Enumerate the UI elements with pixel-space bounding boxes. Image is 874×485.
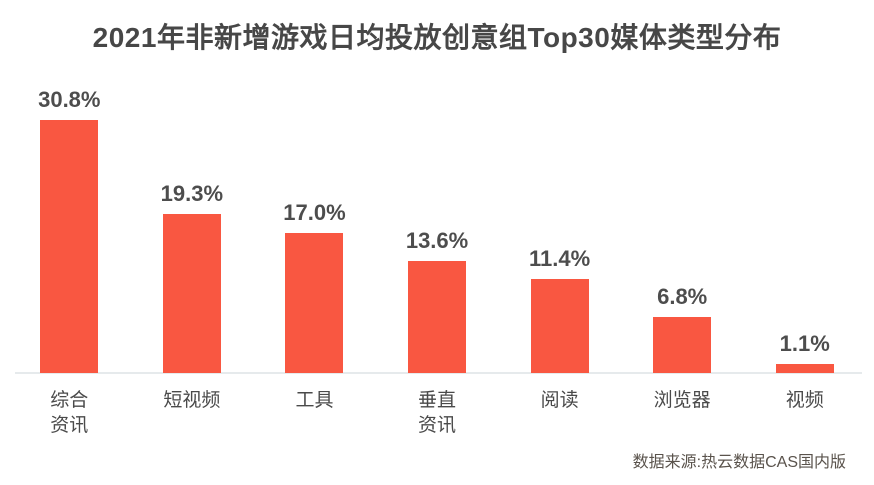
bar-value-label: 13.6% <box>405 228 469 253</box>
bar-value-label: 6.8% <box>657 284 708 309</box>
bar-value-label: 30.8% <box>38 87 101 112</box>
bar <box>775 364 834 373</box>
bar-value-label: 11.4% <box>529 246 591 271</box>
bar-chart: 30.8% 综合 资讯 19.3% 短视频 17.0% <box>8 0 866 438</box>
bar-column: 30.8% 综合 资讯 <box>8 0 131 438</box>
category-label: 阅读 <box>540 390 579 411</box>
source-caption: 数据来源:热云数据CAS国内版 <box>632 454 846 471</box>
bar <box>653 317 712 373</box>
bar <box>530 279 589 373</box>
bar-value-label: 19.3% <box>160 181 224 206</box>
bar-column: 19.3% 短视频 <box>131 0 254 438</box>
bar-column: 1.1% 视频 <box>743 0 866 438</box>
bar-column: 17.0% 工具 <box>253 0 376 438</box>
category-label: 视频 <box>785 390 824 411</box>
bar <box>408 261 467 373</box>
bar <box>162 214 221 373</box>
bar-column: 6.8% 浏览器 <box>621 0 744 438</box>
category-label: 浏览器 <box>653 390 711 411</box>
category-label: 综合 资讯 <box>50 390 89 436</box>
bar <box>40 120 99 373</box>
bar <box>285 233 344 373</box>
bar-column: 11.4% 阅读 <box>498 0 621 438</box>
bar-value-label: 1.1% <box>779 331 830 356</box>
category-label: 垂直 资讯 <box>418 390 457 436</box>
category-label: 短视频 <box>163 390 221 411</box>
category-label: 工具 <box>295 390 334 411</box>
page-title: 2021年非新增游戏日均投放创意组Top30媒体类型分布 <box>92 22 782 53</box>
bar-column: 13.6% 垂直 资讯 <box>376 0 499 438</box>
x-axis-line <box>15 372 862 374</box>
bar-value-label: 17.0% <box>283 200 346 225</box>
